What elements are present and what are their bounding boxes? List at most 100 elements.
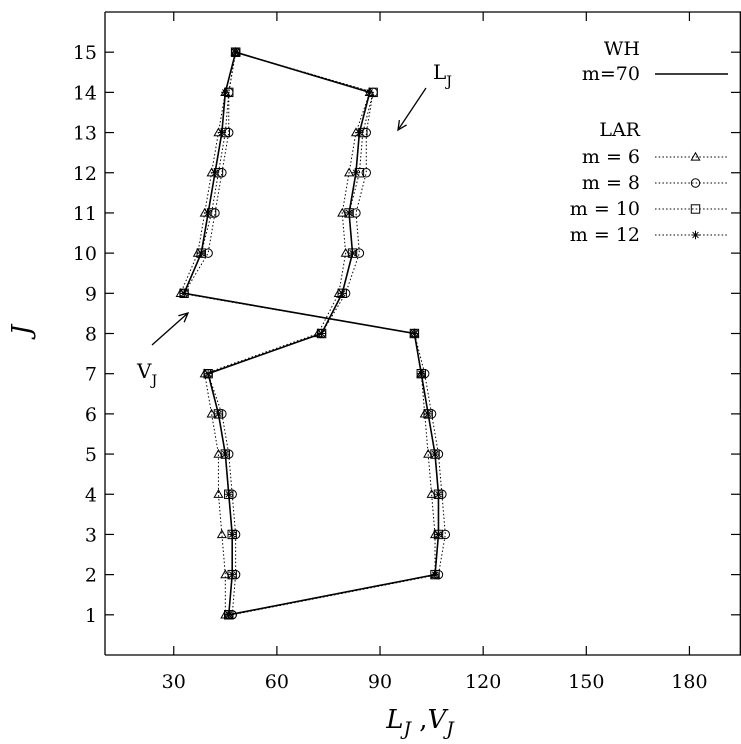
x-axis-label: LJ ,VJ [385,705,455,740]
star-marker [423,409,433,419]
star-marker [203,208,213,218]
arrow-lj [397,87,427,132]
y-tick-label: 10 [73,243,97,265]
star-stroke [232,48,239,56]
star-stroke [197,249,205,257]
y-tick-label: 11 [73,203,97,225]
star-stroke [345,209,353,217]
axis-labels: LJ ,VJJ [7,323,455,740]
star-marker [228,530,237,539]
star-stroke [228,571,236,578]
star-stroke [692,231,699,239]
circle-marker [361,168,371,178]
x-label-sub: J [399,719,412,740]
triangle-marker [337,207,348,217]
square-marker [690,204,701,214]
star-marker [203,369,213,378]
legend-label: m=70 [582,63,640,85]
x-tick-label: 30 [162,671,186,693]
star-stroke [366,89,374,96]
star-stroke [431,450,439,458]
triangle-marker [419,408,430,418]
star-marker [228,570,237,579]
triangle-marker [426,489,437,498]
star-marker [214,409,223,419]
star-marker [430,449,440,459]
x-tick-label: 120 [465,671,501,693]
triangle-marker [192,247,203,257]
star-marker [221,449,230,459]
y-tick-label: 13 [73,123,97,145]
annotation-vj-sub: J [149,373,157,389]
star-marker [224,610,233,620]
star-marker [231,47,240,57]
legend-title-lar: LAR [599,119,640,141]
star-marker [317,329,326,338]
triangle-marker [340,247,351,257]
star-stroke [228,531,236,538]
star-marker [434,530,443,539]
star-stroke [356,129,363,136]
axes [104,11,741,656]
series-m-12-v [179,47,443,620]
series-line [179,52,436,616]
star-stroke [215,410,222,418]
triangle-marker [206,167,217,177]
legend: WH m=70 LAR m = 6 m = 8 m = 10 m = 12 [570,38,728,246]
y-tick-label: 8 [85,324,97,346]
triangle-marker [213,127,224,137]
series-line [207,51,374,615]
star-stroke [218,129,226,136]
star-marker [417,369,426,378]
star-stroke [431,571,439,578]
y-tick-label: 1 [85,605,97,627]
legend-label: m = 6 [582,146,640,168]
triangle-marker [216,529,227,539]
star-stroke [352,169,360,177]
x-label-main: V [428,705,449,735]
star-marker [355,128,364,137]
y-tick-label: 12 [73,163,97,185]
annotation-lj-sub: J [444,74,452,90]
star-marker [691,230,700,240]
triangle-marker [690,151,701,161]
star-stroke [338,290,346,297]
legend-label: m = 8 [582,172,640,194]
star-marker [179,289,189,298]
y-tick-label: 4 [85,484,97,506]
star-marker [197,248,206,258]
triangle-marker [199,207,210,217]
star-marker [434,490,443,499]
y-tick-label: 9 [85,283,97,305]
y-tick-label: 7 [85,364,97,386]
series-m-6-v [175,46,441,619]
star-stroke [349,249,356,257]
series-line [183,52,439,616]
star-stroke [318,330,325,337]
triangle-marker [423,448,434,458]
y-tick-label: 14 [73,82,97,104]
star-stroke [222,89,229,96]
annotation-vj-main: V [136,359,152,383]
star-stroke [211,169,219,177]
x-tick-label: 150 [568,671,604,693]
triangle-marker [350,127,362,137]
arrow-shaft [397,87,427,131]
arrow-shaft [151,312,189,346]
star-stroke [424,410,432,418]
triangle-marker [333,288,344,297]
star-marker [410,329,419,338]
arrow-vj [151,312,190,346]
annotation-lj: LJ [433,60,452,90]
x-tick-label: 60 [265,671,289,693]
y-tick-label: 3 [85,524,97,546]
star-stroke [225,490,233,498]
x-label-main: L [385,705,403,735]
y-tick-label: 2 [85,565,97,587]
star-stroke [435,490,442,498]
x-tick-label: 180 [671,671,707,693]
series-m-10-v [179,47,444,620]
triangle-marker [344,167,355,177]
x-label-sep: , [411,705,428,735]
